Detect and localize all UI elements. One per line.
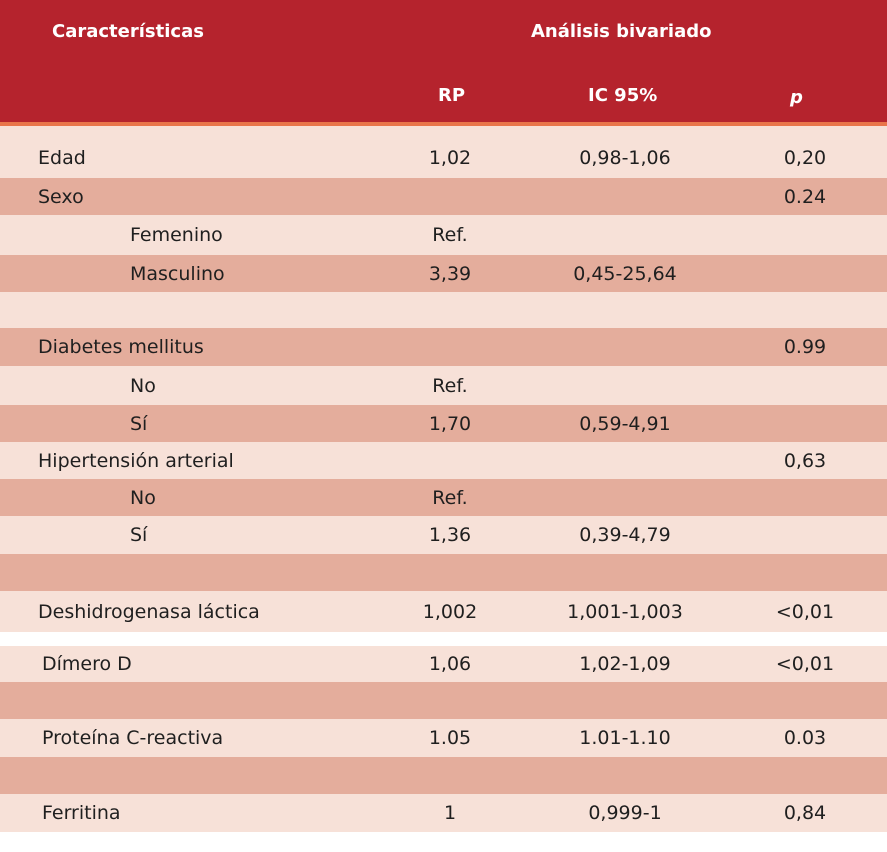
table-row: Sexo 0.24 (0, 178, 887, 215)
row-label: No (130, 486, 156, 509)
table-row: Sí 1,36 0,39-4,79 (0, 516, 887, 554)
header-rp: RP (438, 85, 466, 106)
row-label: Ferritina (42, 802, 121, 824)
row-p (755, 516, 855, 554)
row-ic (560, 215, 690, 255)
row-label: Sí (130, 412, 148, 435)
row-rp: Ref. (432, 374, 468, 397)
row-rp: Ref. (432, 486, 468, 509)
row-ic: 0,39-4,79 (579, 524, 671, 546)
row-rp (400, 442, 500, 479)
row-p: 0,20 (783, 147, 827, 169)
row-rp (400, 328, 500, 366)
row-rp: 1,36 (428, 524, 472, 546)
row-p: <0,01 (775, 653, 835, 675)
row-label: Edad (38, 147, 86, 169)
row-p (755, 479, 855, 516)
table-row (0, 682, 887, 719)
table-row (0, 757, 887, 794)
row-label: No (130, 374, 156, 397)
table-row: Deshidrogenasa láctica 1,002 1,001-1,003… (0, 591, 887, 632)
row-rp: 1.05 (428, 727, 472, 749)
table-row: No Ref. (0, 366, 887, 405)
row-ic (560, 366, 690, 405)
row-label: Sexo (38, 185, 84, 208)
row-p (755, 366, 855, 405)
row-p: 0.03 (783, 727, 827, 749)
row-ic (560, 328, 690, 366)
row-p (755, 405, 855, 442)
table-row (0, 554, 887, 591)
row-rp: 3,39 (428, 262, 472, 285)
table-row (0, 292, 887, 328)
row-label: Proteína C-reactiva (42, 727, 224, 749)
table-row: Edad 1,02 0,98-1,06 0,20 (0, 126, 887, 178)
header-p: p (790, 87, 803, 108)
table-row: Diabetes mellitus 0.99 (0, 328, 887, 366)
table-row: Dímero D 1,06 1,02-1,09 <0,01 (0, 646, 887, 682)
row-label: Deshidrogenasa láctica (38, 600, 260, 623)
header-ic: IC 95% (588, 85, 658, 106)
row-label: Dímero D (42, 653, 132, 675)
row-label: Hipertensión arterial (38, 449, 234, 472)
table-row: Proteína C-reactiva 1.05 1.01-1.10 0.03 (0, 719, 887, 757)
row-p: 0.24 (783, 185, 827, 208)
row-ic: 0,45-25,64 (573, 262, 677, 285)
row-ic (560, 442, 690, 479)
table-row: Hipertensión arterial 0,63 (0, 442, 887, 479)
row-ic: 0,98-1,06 (579, 147, 671, 169)
row-separator (0, 632, 887, 646)
row-rp: 1,70 (428, 412, 472, 435)
row-rp (400, 178, 500, 215)
row-p: 0.99 (783, 336, 827, 358)
row-ic: 0,999-1 (588, 802, 662, 824)
header-characteristics: Características (52, 21, 204, 42)
table-row: Femenino Ref. (0, 215, 887, 255)
header-analysis: Análisis bivariado (531, 21, 712, 42)
table-row: Sí 1,70 0,59-4,91 (0, 405, 887, 442)
row-ic: 0,59-4,91 (579, 412, 671, 435)
row-p (755, 255, 855, 292)
row-label: Masculino (130, 262, 225, 285)
row-rp: 1,06 (428, 653, 472, 675)
row-p: 0,63 (783, 449, 827, 472)
row-ic: 1,001-1,003 (567, 600, 683, 623)
table-row: Masculino 3,39 0,45-25,64 (0, 255, 887, 292)
row-label: Diabetes mellitus (38, 336, 204, 358)
row-label: Femenino (130, 224, 223, 246)
table-row: Ferritina 1 0,999-1 0,84 (0, 794, 887, 832)
row-p (755, 215, 855, 255)
row-ic (560, 479, 690, 516)
table-header: Características Análisis bivariado RP IC… (0, 0, 887, 122)
row-ic: 1.01-1.10 (579, 727, 671, 749)
row-p: <0,01 (775, 600, 835, 623)
row-rp: 1,02 (428, 147, 472, 169)
row-rp: 1,002 (422, 600, 478, 623)
row-p: 0,84 (783, 802, 827, 824)
row-ic (560, 178, 690, 215)
table-row: No Ref. (0, 479, 887, 516)
row-rp: 1 (443, 802, 457, 824)
row-ic: 1,02-1,09 (579, 653, 671, 675)
row-rp: Ref. (432, 224, 468, 246)
row-label: Sí (130, 524, 148, 546)
header-divider (0, 122, 887, 126)
